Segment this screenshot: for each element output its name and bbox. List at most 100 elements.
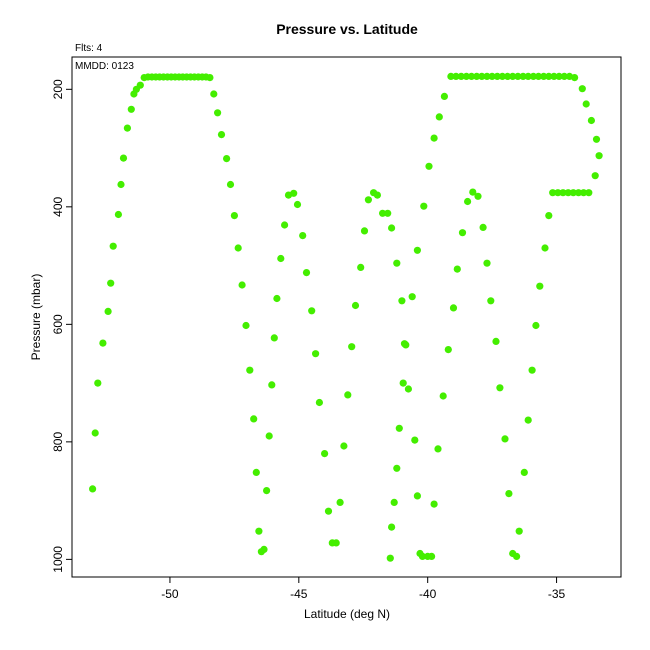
data-point — [483, 72, 491, 80]
data-point — [492, 337, 500, 345]
data-point — [420, 202, 428, 210]
data-point — [223, 155, 231, 163]
y-tick-label: 200 — [51, 79, 65, 99]
data-point — [107, 279, 115, 287]
data-point — [393, 259, 401, 267]
data-point — [574, 189, 583, 197]
data-point — [509, 72, 517, 80]
data-point — [293, 200, 302, 209]
x-tick-label: -50 — [161, 587, 179, 601]
data-point — [555, 72, 563, 80]
data-point — [136, 81, 144, 89]
data-point — [89, 485, 97, 493]
data-point — [595, 152, 603, 160]
data-point — [536, 282, 544, 290]
data-point — [402, 341, 410, 349]
data-point — [351, 301, 360, 310]
data-point — [388, 523, 396, 531]
data-point — [373, 191, 381, 199]
data-point — [321, 450, 329, 458]
data-point — [336, 498, 344, 506]
plot-area-frame — [71, 56, 622, 578]
data-point — [545, 72, 553, 80]
data-point — [388, 224, 396, 232]
x-tick-label: -45 — [290, 587, 308, 601]
data-point — [549, 189, 557, 197]
data-point — [252, 468, 260, 476]
data-point — [418, 552, 427, 561]
data-point — [519, 72, 527, 80]
data-point — [117, 180, 125, 189]
data-point — [554, 189, 562, 197]
data-point — [440, 92, 448, 100]
data-point — [99, 339, 107, 347]
data-point — [425, 162, 433, 170]
data-point — [127, 105, 135, 113]
data-point — [532, 321, 540, 330]
data-point — [504, 72, 512, 80]
data-point — [434, 445, 442, 453]
data-point — [473, 72, 481, 80]
data-point — [524, 416, 532, 424]
data-point — [210, 90, 218, 98]
data-point — [123, 124, 131, 132]
data-points — [89, 72, 603, 562]
data-point — [520, 468, 528, 476]
data-point — [114, 210, 122, 219]
data-point — [277, 254, 285, 263]
data-point — [591, 172, 599, 180]
data-point — [308, 307, 316, 315]
date-annotation: MMDD: 0123 — [75, 61, 134, 72]
data-point — [430, 134, 438, 142]
data-point — [268, 381, 276, 389]
data-point — [230, 212, 238, 220]
data-point — [457, 72, 465, 80]
data-point — [312, 350, 320, 358]
data-point — [413, 492, 421, 500]
data-point — [528, 366, 536, 374]
data-point — [393, 464, 401, 472]
data-point — [564, 189, 572, 197]
data-point — [479, 223, 487, 231]
data-point — [364, 196, 372, 204]
data-point — [265, 432, 273, 440]
data-point — [299, 232, 307, 240]
data-point — [582, 100, 590, 108]
data-point — [384, 209, 392, 217]
data-point — [109, 242, 117, 250]
data-point — [379, 209, 387, 217]
data-point — [534, 72, 543, 80]
data-point — [360, 227, 369, 235]
data-point — [469, 188, 477, 196]
data-point — [390, 498, 398, 506]
data-point — [569, 189, 577, 197]
y-axis: 200 400 600 800 1000 — [51, 79, 73, 573]
data-point — [560, 72, 568, 80]
data-point — [104, 307, 112, 315]
data-point — [273, 294, 281, 303]
flights-annotation: Flts: 4 — [75, 43, 103, 54]
data-point — [357, 263, 365, 271]
data-point — [348, 343, 356, 351]
data-point — [217, 131, 226, 139]
data-point — [315, 398, 323, 407]
data-point — [435, 113, 443, 121]
data-point — [449, 304, 458, 312]
data-point — [263, 487, 271, 495]
data-point — [94, 379, 102, 387]
data-point — [398, 297, 406, 305]
data-point — [559, 189, 567, 197]
data-point — [404, 385, 412, 393]
data-point — [290, 189, 298, 197]
data-point — [545, 212, 553, 220]
data-point — [453, 265, 461, 273]
chart-title: Pressure vs. Latitude — [276, 21, 418, 37]
data-point — [540, 72, 548, 80]
data-point — [501, 435, 509, 443]
data-point — [585, 189, 593, 197]
data-point — [550, 72, 558, 80]
data-point — [238, 281, 246, 289]
data-point — [467, 72, 476, 80]
data-point — [592, 135, 601, 143]
